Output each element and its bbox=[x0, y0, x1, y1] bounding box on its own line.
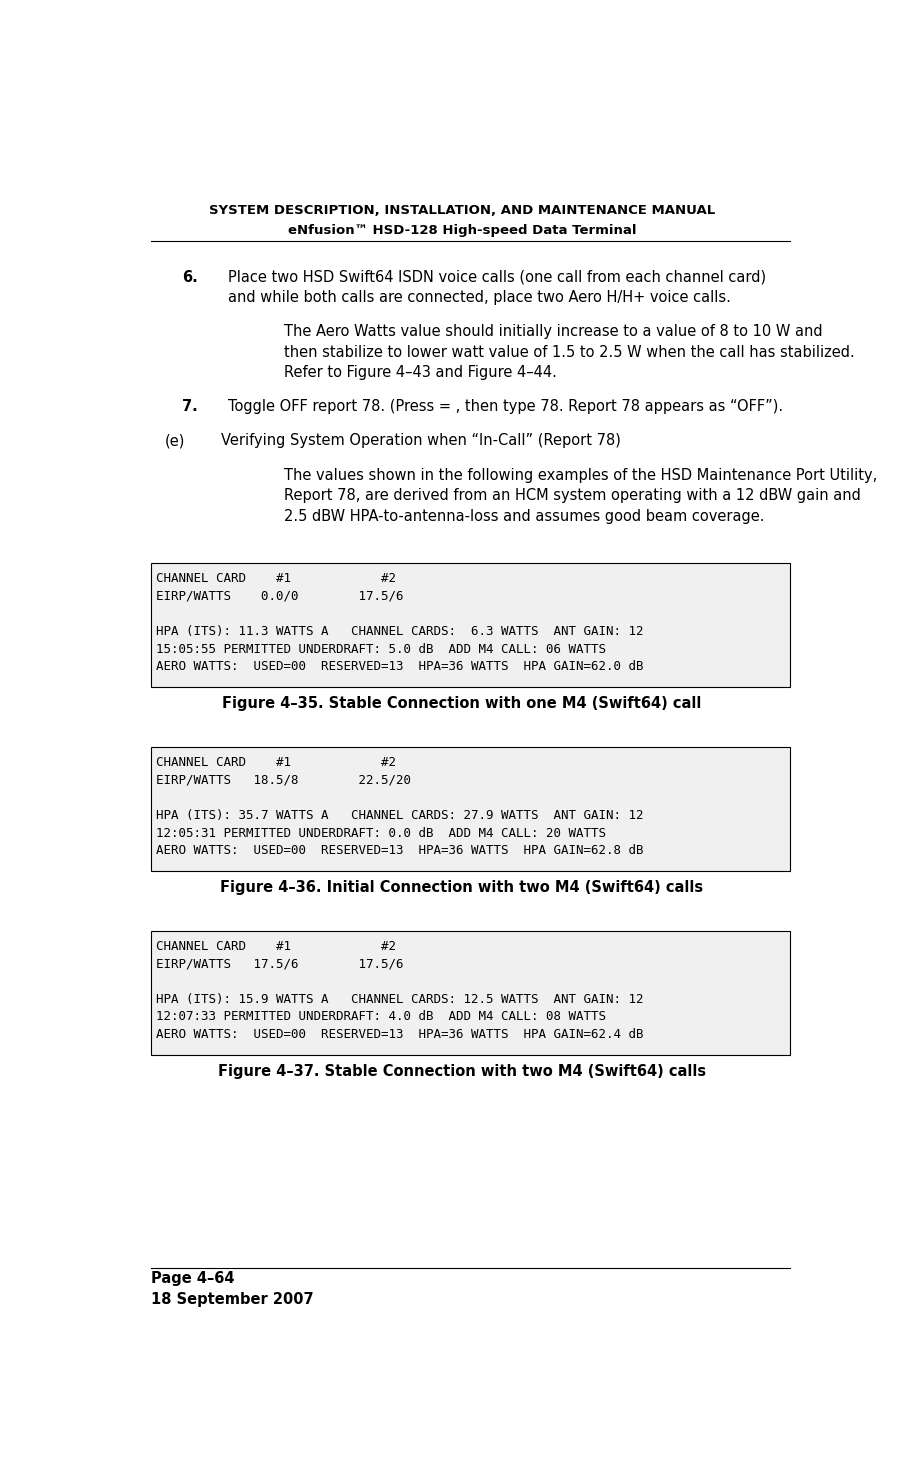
Text: AERO WATTS:  USED=00  RESERVED=13  HPA=36 WATTS  HPA GAIN=62.0 dB: AERO WATTS: USED=00 RESERVED=13 HPA=36 W… bbox=[156, 661, 643, 674]
Text: 15:05:55 PERMITTED UNDERDRAFT: 5.0 dB  ADD M4 CALL: 06 WATTS: 15:05:55 PERMITTED UNDERDRAFT: 5.0 dB AD… bbox=[156, 643, 605, 656]
Text: The values shown in the following examples of the HSD Maintenance Port Utility,: The values shown in the following exampl… bbox=[284, 467, 877, 482]
Text: 12:05:31 PERMITTED UNDERDRAFT: 0.0 dB  ADD M4 CALL: 20 WATTS: 12:05:31 PERMITTED UNDERDRAFT: 0.0 dB AD… bbox=[156, 826, 605, 840]
Text: 18 September 2007: 18 September 2007 bbox=[151, 1292, 314, 1307]
Text: 7.: 7. bbox=[182, 399, 198, 414]
Text: then stabilize to lower watt value of 1.5 to 2.5 W when the call has stabilized.: then stabilize to lower watt value of 1.… bbox=[284, 344, 854, 359]
Text: HPA (ITS): 15.9 WATTS A   CHANNEL CARDS: 12.5 WATTS  ANT GAIN: 12: HPA (ITS): 15.9 WATTS A CHANNEL CARDS: 1… bbox=[156, 993, 643, 1005]
Text: (e): (e) bbox=[165, 433, 186, 448]
Text: Page 4–64: Page 4–64 bbox=[151, 1271, 234, 1286]
Text: Figure 4–36. Initial Connection with two M4 (Swift64) calls: Figure 4–36. Initial Connection with two… bbox=[220, 879, 704, 896]
Text: Report 78, are derived from an HCM system operating with a 12 dBW gain and: Report 78, are derived from an HCM syste… bbox=[284, 488, 860, 503]
Text: Figure 4–37. Stable Connection with two M4 (Swift64) calls: Figure 4–37. Stable Connection with two … bbox=[218, 1064, 705, 1079]
FancyBboxPatch shape bbox=[151, 746, 790, 871]
Text: The Aero Watts value should initially increase to a value of 8 to 10 W and: The Aero Watts value should initially in… bbox=[284, 324, 823, 338]
Text: SYSTEM DESCRIPTION, INSTALLATION, AND MAINTENANCE MANUAL: SYSTEM DESCRIPTION, INSTALLATION, AND MA… bbox=[209, 204, 714, 217]
Text: EIRP/WATTS    0.0/0        17.5/6: EIRP/WATTS 0.0/0 17.5/6 bbox=[156, 590, 404, 603]
Text: Refer to Figure 4–43 and Figure 4–44.: Refer to Figure 4–43 and Figure 4–44. bbox=[284, 365, 557, 380]
Text: CHANNEL CARD    #1            #2: CHANNEL CARD #1 #2 bbox=[156, 755, 396, 769]
FancyBboxPatch shape bbox=[151, 931, 790, 1055]
Text: eNfusion™ HSD-128 High-speed Data Terminal: eNfusion™ HSD-128 High-speed Data Termin… bbox=[287, 225, 636, 236]
Text: and while both calls are connected, place two Aero H/H+ voice calls.: and while both calls are connected, plac… bbox=[228, 290, 731, 304]
Text: HPA (ITS): 35.7 WATTS A   CHANNEL CARDS: 27.9 WATTS  ANT GAIN: 12: HPA (ITS): 35.7 WATTS A CHANNEL CARDS: 2… bbox=[156, 808, 643, 822]
Text: Toggle OFF report 78. (Press = , then type 78. Report 78 appears as “OFF”).: Toggle OFF report 78. (Press = , then ty… bbox=[228, 399, 783, 414]
Text: HPA (ITS): 11.3 WATTS A   CHANNEL CARDS:  6.3 WATTS  ANT GAIN: 12: HPA (ITS): 11.3 WATTS A CHANNEL CARDS: 6… bbox=[156, 625, 643, 638]
Text: AERO WATTS:  USED=00  RESERVED=13  HPA=36 WATTS  HPA GAIN=62.4 dB: AERO WATTS: USED=00 RESERVED=13 HPA=36 W… bbox=[156, 1027, 643, 1041]
Text: 12:07:33 PERMITTED UNDERDRAFT: 4.0 dB  ADD M4 CALL: 08 WATTS: 12:07:33 PERMITTED UNDERDRAFT: 4.0 dB AD… bbox=[156, 1009, 605, 1023]
Text: 2.5 dBW HPA-to-antenna-loss and assumes good beam coverage.: 2.5 dBW HPA-to-antenna-loss and assumes … bbox=[284, 508, 764, 523]
Text: EIRP/WATTS   18.5/8        22.5/20: EIRP/WATTS 18.5/8 22.5/20 bbox=[156, 773, 411, 786]
Text: Figure 4–35. Stable Connection with one M4 (Swift64) call: Figure 4–35. Stable Connection with one … bbox=[222, 696, 702, 711]
Text: Verifying System Operation when “In-Call” (Report 78): Verifying System Operation when “In-Call… bbox=[221, 433, 621, 448]
Text: 6.: 6. bbox=[182, 269, 198, 285]
Text: CHANNEL CARD    #1            #2: CHANNEL CARD #1 #2 bbox=[156, 572, 396, 585]
Text: CHANNEL CARD    #1            #2: CHANNEL CARD #1 #2 bbox=[156, 940, 396, 953]
FancyBboxPatch shape bbox=[151, 563, 790, 687]
Text: EIRP/WATTS   17.5/6        17.5/6: EIRP/WATTS 17.5/6 17.5/6 bbox=[156, 958, 404, 970]
Text: AERO WATTS:  USED=00  RESERVED=13  HPA=36 WATTS  HPA GAIN=62.8 dB: AERO WATTS: USED=00 RESERVED=13 HPA=36 W… bbox=[156, 844, 643, 857]
Text: Place two HSD Swift64 ISDN voice calls (one call from each channel card): Place two HSD Swift64 ISDN voice calls (… bbox=[228, 269, 766, 285]
